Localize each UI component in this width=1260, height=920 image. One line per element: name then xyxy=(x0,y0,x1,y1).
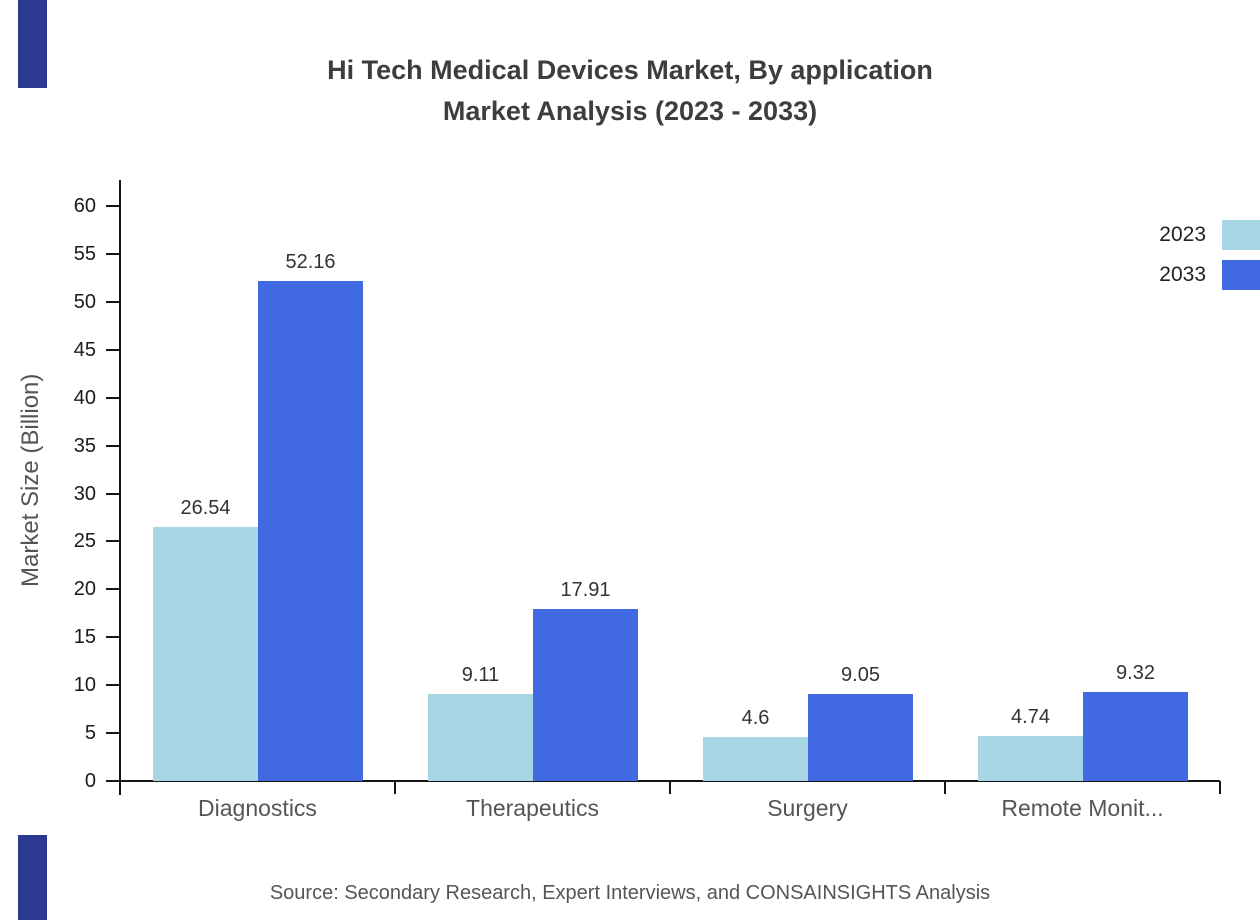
y-tick-label: 55 xyxy=(73,242,96,265)
y-tick xyxy=(106,732,120,735)
y-tick xyxy=(106,588,120,591)
y-tick-label: 20 xyxy=(73,578,96,601)
y-tick-label: 10 xyxy=(73,674,96,697)
y-tick-label: 45 xyxy=(73,338,96,361)
y-tick-label: 25 xyxy=(73,530,96,553)
y-axis xyxy=(119,180,121,795)
chart-title: Hi Tech Medical Devices Market, By appli… xyxy=(0,50,1260,132)
category-label: Surgery xyxy=(767,795,848,821)
y-tick xyxy=(106,444,120,447)
legend-swatch xyxy=(1222,260,1260,290)
bar-value-label: 52.16 xyxy=(285,251,336,274)
brand-strip-top xyxy=(18,0,47,88)
bar-2033 xyxy=(533,609,638,781)
y-tick xyxy=(106,492,120,495)
x-tick xyxy=(394,781,396,794)
bar-2033 xyxy=(258,281,363,781)
bar-value-label: 17.91 xyxy=(560,579,611,602)
bar-value-label: 4.74 xyxy=(1011,705,1050,728)
x-tick xyxy=(669,781,671,794)
y-tick xyxy=(106,540,120,543)
chart-legend: 2023 2033 xyxy=(1159,220,1260,290)
legend-item: 2033 xyxy=(1159,260,1260,290)
y-tick xyxy=(106,684,120,687)
y-tick xyxy=(106,300,120,303)
legend-label: 2023 xyxy=(1159,223,1206,246)
bar-value-label: 9.05 xyxy=(841,664,880,687)
category-label: Therapeutics xyxy=(466,795,599,821)
category-label: Remote Monit... xyxy=(1001,795,1164,821)
y-tick xyxy=(106,348,120,351)
x-tick xyxy=(119,781,121,794)
bar-value-label: 9.32 xyxy=(1116,661,1155,684)
bar-2023 xyxy=(703,736,808,781)
y-tick-label: 30 xyxy=(73,482,96,505)
y-tick-label: 60 xyxy=(73,195,96,217)
brand-strip-bottom xyxy=(18,835,47,920)
y-tick-label: 0 xyxy=(84,770,96,792)
bar-2033 xyxy=(1083,691,1188,781)
bar-2023 xyxy=(153,526,258,781)
bar-value-label: 4.6 xyxy=(741,706,770,729)
x-tick xyxy=(1219,781,1221,794)
y-tick-label: 40 xyxy=(73,386,96,409)
y-tick-label: 15 xyxy=(73,626,96,649)
y-tick xyxy=(106,396,120,399)
chart-title-line-1: Hi Tech Medical Devices Market, By appli… xyxy=(327,55,933,85)
category-label: Diagnostics xyxy=(198,795,317,821)
legend-item: 2023 xyxy=(1159,220,1260,250)
legend-swatch xyxy=(1222,220,1260,250)
bar-2033 xyxy=(808,694,913,781)
source-note: Source: Secondary Research, Expert Inter… xyxy=(269,882,991,904)
bar-value-label: 9.11 xyxy=(461,663,500,686)
y-tick xyxy=(106,636,120,639)
x-axis xyxy=(107,780,1220,782)
y-tick xyxy=(106,205,120,207)
bar-value-label: 26.54 xyxy=(180,496,231,519)
bar-2023 xyxy=(978,735,1083,781)
y-tick-label: 5 xyxy=(84,722,96,745)
y-tick xyxy=(106,780,120,782)
chart-title-line-2: Market Analysis (2023 - 2033) xyxy=(442,96,818,126)
y-tick xyxy=(106,252,120,255)
x-tick xyxy=(944,781,946,794)
bar-2023 xyxy=(428,693,533,781)
legend-label: 2033 xyxy=(1159,263,1206,286)
y-tick-label: 35 xyxy=(73,434,96,457)
y-tick-label: 50 xyxy=(73,290,96,313)
